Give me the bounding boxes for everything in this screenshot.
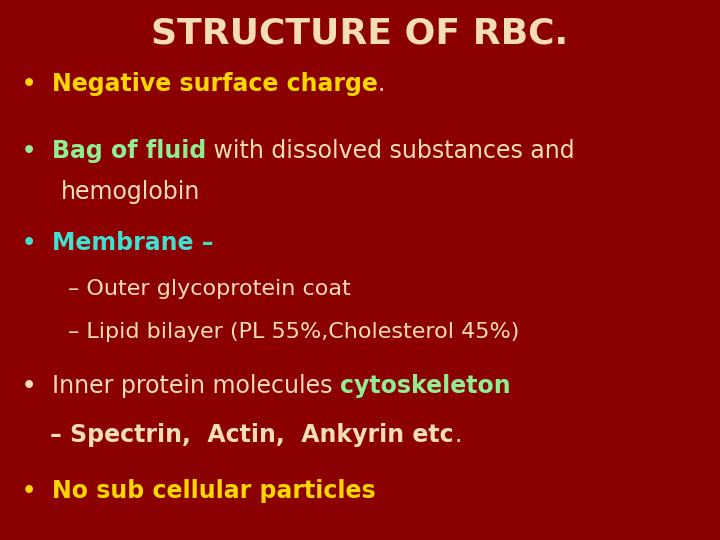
- Text: STRUCTURE OF RBC.: STRUCTURE OF RBC.: [151, 17, 569, 50]
- Text: – Lipid bilayer (PL 55%,Cholesterol 45%): – Lipid bilayer (PL 55%,Cholesterol 45%): [68, 322, 520, 342]
- Text: .: .: [378, 72, 385, 96]
- Text: Bag of fluid: Bag of fluid: [52, 139, 206, 163]
- Text: •: •: [22, 481, 36, 502]
- Text: with dissolved substances and: with dissolved substances and: [206, 139, 575, 163]
- Text: •: •: [22, 73, 36, 94]
- Text: No sub cellular particles: No sub cellular particles: [52, 480, 375, 503]
- Text: Inner protein molecules: Inner protein molecules: [52, 374, 340, 398]
- Text: cytoskeleton: cytoskeleton: [340, 374, 510, 398]
- Text: – Outer glycoprotein coat: – Outer glycoprotein coat: [68, 279, 351, 299]
- Text: •: •: [22, 376, 36, 396]
- Text: – Spectrin,  Actin,  Ankyrin etc: – Spectrin, Actin, Ankyrin etc: [50, 423, 454, 447]
- Text: •: •: [22, 233, 36, 253]
- Text: hemoglobin: hemoglobin: [61, 180, 201, 204]
- Text: Negative surface charge: Negative surface charge: [52, 72, 378, 96]
- Text: Membrane –: Membrane –: [52, 231, 213, 255]
- Text: .: .: [454, 423, 462, 447]
- Text: •: •: [22, 141, 36, 161]
